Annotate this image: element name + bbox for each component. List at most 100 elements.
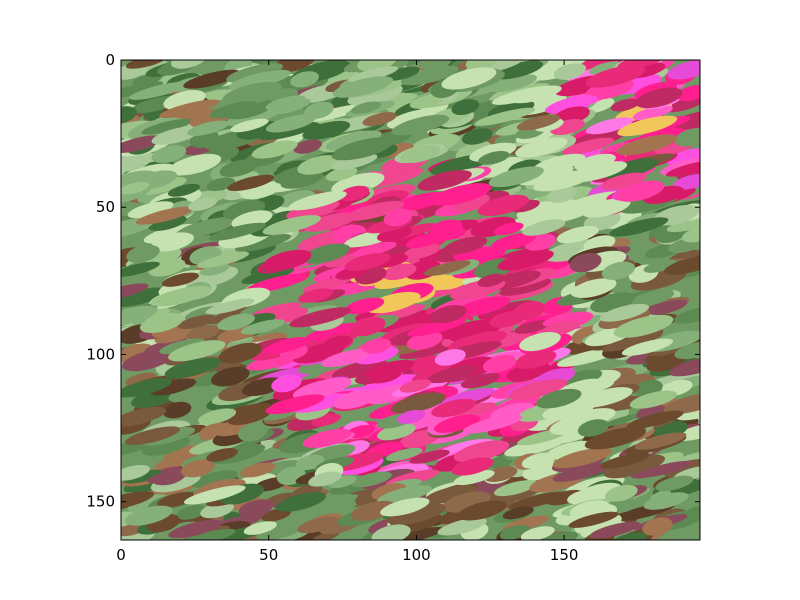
brush-stroke <box>150 285 211 307</box>
brush-stroke <box>417 170 472 191</box>
brush-stroke <box>676 85 700 101</box>
brush-stroke <box>399 144 441 164</box>
brush-stroke <box>302 120 351 140</box>
brush-stroke <box>321 348 373 368</box>
brush-stroke <box>574 153 616 171</box>
brush-stroke <box>430 183 492 206</box>
brush-stroke <box>151 126 201 145</box>
brush-stroke <box>570 278 617 298</box>
brush-stroke <box>403 243 441 260</box>
brush-stroke <box>427 365 478 384</box>
brush-stroke <box>275 190 316 208</box>
brush-stroke <box>616 134 678 156</box>
brush-stroke <box>630 289 675 307</box>
y-tick-label: 150 <box>86 493 115 511</box>
brush-stroke <box>386 108 443 129</box>
brush-stroke <box>400 65 459 86</box>
brush-stroke <box>225 107 281 127</box>
brush-stroke <box>292 377 352 400</box>
brush-stroke <box>569 500 609 518</box>
brush-stroke <box>405 233 444 249</box>
brush-stroke <box>211 366 250 387</box>
brush-stroke <box>297 155 341 175</box>
brush-stroke <box>124 426 181 446</box>
brush-stroke <box>308 471 342 487</box>
brush-stroke <box>676 404 700 421</box>
brush-stroke <box>121 181 149 195</box>
brush-stroke <box>186 324 221 341</box>
brush-stroke <box>681 227 700 243</box>
brush-stroke <box>407 318 467 337</box>
brush-stroke <box>409 94 444 109</box>
brush-stroke <box>303 212 357 232</box>
brush-stroke <box>434 349 466 366</box>
brush-stroke <box>434 414 481 433</box>
brush-stroke <box>615 180 665 202</box>
brush-stroke <box>237 422 268 442</box>
brush-stroke <box>371 524 411 540</box>
brush-stroke <box>520 526 555 540</box>
brush-stroke <box>271 374 302 393</box>
brush-stroke <box>642 517 673 536</box>
brush-stroke <box>217 313 255 331</box>
brush-stroke <box>542 312 581 327</box>
brush-stroke <box>674 127 700 147</box>
brush-stroke <box>441 67 497 90</box>
brush-stroke <box>286 200 340 220</box>
brush-stroke <box>151 145 187 164</box>
brush-stroke <box>514 350 557 369</box>
brush-stroke <box>390 392 446 414</box>
brush-stroke <box>545 95 598 114</box>
brush-stroke <box>345 200 405 221</box>
brush-stroke <box>643 259 678 273</box>
brush-stroke <box>124 505 173 526</box>
brush-stroke <box>161 272 199 287</box>
brush-stroke <box>665 109 700 131</box>
brush-stroke <box>121 261 160 278</box>
brush-stroke <box>497 249 554 271</box>
brush-stroke <box>135 206 194 225</box>
brush-stroke <box>380 497 430 517</box>
brush-stroke <box>228 69 291 91</box>
brush-stroke <box>493 222 524 236</box>
brush-stroke <box>187 120 229 136</box>
brush-stroke <box>617 115 678 137</box>
brush-stroke <box>643 492 689 510</box>
brush-stroke <box>243 521 277 535</box>
brush-stroke <box>151 232 194 252</box>
brush-stroke <box>447 330 507 352</box>
brush-stroke <box>219 159 258 178</box>
brush-stroke <box>304 322 362 343</box>
brush-stroke <box>126 244 160 263</box>
brush-stroke <box>546 440 594 460</box>
brush-stroke <box>155 454 195 470</box>
brush-stroke <box>465 60 497 71</box>
brush-stroke <box>264 492 299 507</box>
brush-stroke <box>521 452 556 469</box>
brush-stroke <box>387 503 446 526</box>
brush-stroke <box>604 484 638 502</box>
brush-stroke <box>290 71 319 88</box>
brush-stroke <box>502 506 534 520</box>
brush-stroke <box>667 148 700 167</box>
x-tick-label: 100 <box>402 546 431 564</box>
brush-stroke <box>641 299 688 316</box>
brush-stroke <box>331 172 385 195</box>
brush-stroke <box>384 66 420 81</box>
brush-stroke <box>121 406 167 427</box>
brush-stroke <box>365 291 421 314</box>
brush-stroke <box>208 222 267 241</box>
brush-stroke <box>230 118 269 133</box>
brush-stroke <box>397 409 426 424</box>
brush-stroke <box>167 183 200 197</box>
brush-stroke <box>589 521 641 539</box>
brush-stroke <box>308 494 362 516</box>
brush-stroke <box>184 485 246 505</box>
brush-stroke <box>238 499 274 518</box>
brush-stroke <box>350 101 382 114</box>
brush-stroke <box>562 137 615 155</box>
brush-stroke <box>302 243 351 264</box>
brush-stroke <box>610 532 648 540</box>
brush-stroke <box>349 316 386 337</box>
brush-stroke <box>450 402 497 419</box>
